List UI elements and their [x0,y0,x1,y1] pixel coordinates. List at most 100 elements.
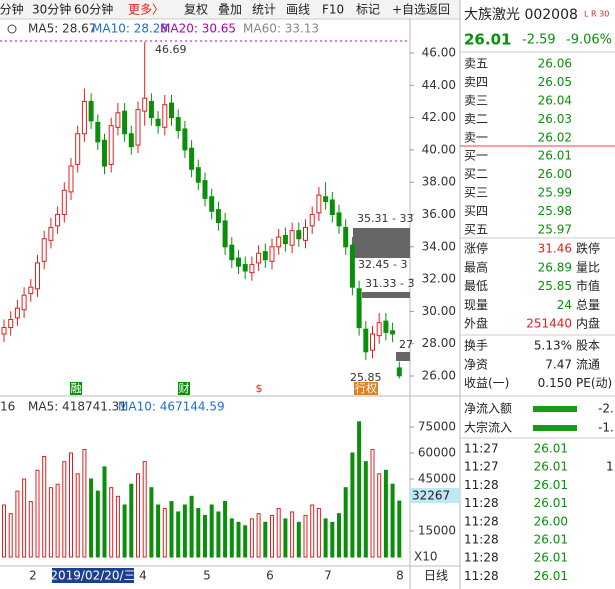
book-price: 25.98 [538,204,572,218]
stock-flag: L R 30 [584,10,609,19]
volume-bar [122,504,127,558]
volume-bar [209,504,214,558]
stat-label: 最高 [464,259,488,274]
book-label: 买一 [464,149,488,163]
book-label: 卖一 [464,131,488,145]
period-tab[interactable]: 日线 [424,569,448,583]
volume-bar [115,495,120,558]
book-price: 25.97 [538,223,572,237]
book-label: 买三 [464,186,488,200]
toolbar-button[interactable]: 5分钟 [0,2,24,17]
toolbar-button[interactable]: 叠加 [218,3,242,17]
volume-bar [256,513,261,558]
candle-body [256,252,262,264]
candle-body [336,212,342,227]
candle-body [195,167,201,183]
stat-label: 收益(一) [464,376,509,390]
candle-body [376,322,382,337]
toolbar-button[interactable]: 返回 [426,3,450,17]
candle-body [102,139,107,167]
volume-bar [370,449,375,558]
candle-body [135,109,141,146]
volume-bar [69,452,73,558]
candle-body [323,196,329,203]
y-tick-label: 26.00 [422,369,456,383]
price-zone [362,292,410,298]
volume-bar [343,487,348,558]
event-marker[interactable]: 财 [179,381,190,395]
trade-time: 11:28 [464,551,499,565]
volume-bar [216,511,221,558]
candle-body [282,234,288,245]
trade-time: 11:28 [464,533,499,547]
trade-time: 11:27 [464,460,499,474]
stat-label: 流通 [576,357,600,371]
volume-bar [89,478,94,558]
stat-label: 量比 [576,260,600,274]
toolbar-button[interactable]: 标记 [356,3,380,17]
price-annotation: 46.69 [155,43,187,56]
trade-volume: 1 [606,460,614,474]
ma-legend: MA20: 30.65 [160,22,236,36]
volume-bar [55,483,60,558]
y-tick-label: 60000 [418,446,456,460]
volume-bar [129,483,134,558]
toolbar-button[interactable]: F10 [322,3,344,17]
candle-body [390,330,396,335]
candle-body [276,236,282,248]
candle-body [55,214,61,227]
volume-bar [156,504,161,558]
volume-bar [263,521,268,558]
book-price: 26.02 [538,131,572,145]
trade-price: 26.01 [534,569,568,583]
volume-bar [223,501,228,558]
candle-body [189,147,195,170]
candle-body [28,286,34,295]
toolbar-button[interactable]: 统计 [252,3,276,17]
x-label: 2019/02/20/三 [50,569,135,583]
candle-body [128,133,134,148]
stat-label: 现量 [464,298,488,312]
y-tick-label: 75000 [418,420,456,434]
flow-bar [533,425,577,431]
candle-body [202,180,208,199]
candle-body [349,244,355,288]
legend-dot [7,24,17,34]
toolbar-button[interactable]: +自选 [392,3,426,17]
toolbar-button[interactable]: 画线 [286,3,310,17]
y-tick-label: 38.00 [422,175,456,189]
event-marker[interactable]: $ [256,382,263,395]
trade-price: 26.00 [534,514,568,528]
stat-value: 24 [557,298,572,312]
trade-price: 26.01 [534,478,568,492]
ma-legend: MA60: 33.13 [243,22,319,36]
toolbar-button[interactable]: 60分钟 [74,2,113,17]
book-label: 买四 [464,204,488,218]
candle-body [41,238,47,262]
event-marker[interactable]: 行权 [355,382,377,395]
toolbar-button[interactable]: 30分钟 [32,2,71,17]
candle-body [75,133,81,165]
trade-price: 26.01 [534,533,568,547]
event-marker[interactable]: 融 [71,382,82,395]
volume-bar [8,513,13,558]
candle-body [343,226,349,248]
y-tick-label: 28.00 [422,336,456,350]
toolbar-button[interactable]: 更多〉 [128,3,164,17]
volume-bar [383,469,388,558]
toolbar-button[interactable]: 复权 [184,3,208,17]
trade-price: 26.01 [534,551,568,565]
volume-bar [28,501,33,558]
candle-body [1,327,7,335]
volume-bar [169,501,174,558]
candle-body [370,333,375,351]
volume-bar [236,521,241,558]
stat-label: 净资 [464,357,488,371]
trade-time: 11:28 [464,514,499,528]
candle-body [21,294,27,311]
volume-bar [270,514,274,558]
date-box [52,568,134,583]
book-price: 26.05 [538,75,572,89]
candle-body [209,196,215,212]
volume-bar [390,483,395,558]
